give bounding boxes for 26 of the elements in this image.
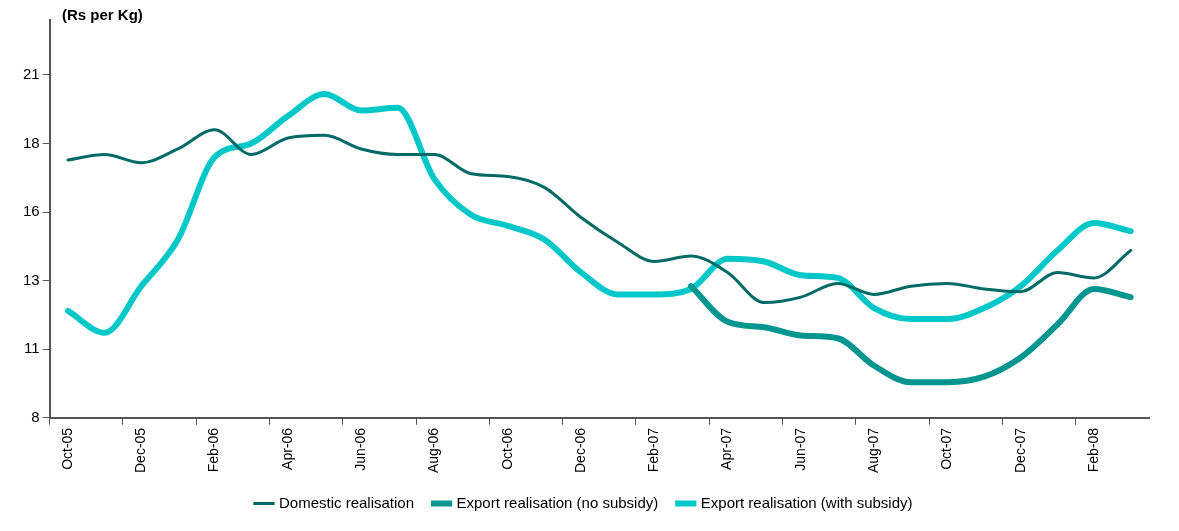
x-tick-label: Dec-06 [571,427,588,473]
y-tick-label: 13 [23,270,40,288]
legend-label: Domestic realisation [278,493,415,511]
x-tick-label: Apr-07 [718,427,735,470]
x-tick-label: Feb-07 [645,427,662,473]
x-tick-label: Feb-06 [205,427,222,473]
y-tick-label: 21 [23,65,40,83]
x-tick-label: Aug-06 [425,427,442,474]
x-tick-label: Oct-07 [938,427,955,470]
x-tick-label: Aug-07 [865,427,882,474]
x-tick-label: Oct-05 [58,427,75,470]
y-tick-label: 16 [23,202,40,220]
x-tick-label: Apr-06 [278,427,295,470]
x-tick-label: Dec-07 [1011,427,1028,473]
legend-label: Export realisation (with subsidy) [700,493,913,511]
y-tick-label: 18 [23,133,40,151]
x-tick-label: Dec-05 [132,427,149,473]
x-tick-label: Feb-08 [1084,427,1101,473]
y-tick-label: 8 [31,408,40,425]
y-tick-label: 11 [24,339,40,357]
legend-label: Export realisation (no subsidy) [456,493,659,511]
y-axis-title: (Rs per Kg) [62,6,143,23]
x-tick-label: Oct-06 [498,427,515,470]
x-tick-label: Jun-07 [791,427,808,471]
line-series [66,128,1133,305]
x-tick-label: Jun-06 [352,427,369,471]
